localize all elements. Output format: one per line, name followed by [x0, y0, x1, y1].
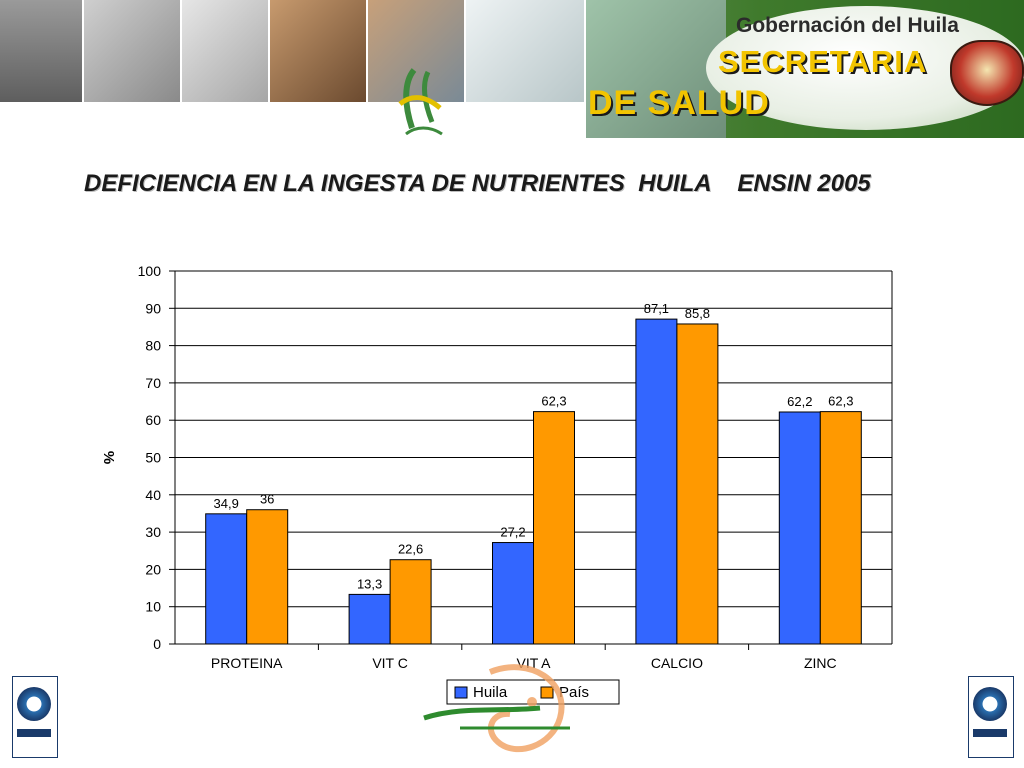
y-tick-label: 40 — [145, 487, 161, 503]
bar-huila — [492, 542, 534, 645]
data-label: 62,2 — [787, 394, 812, 409]
bar-país — [819, 411, 862, 645]
data-label: 34,9 — [214, 496, 239, 511]
data-label: 13,3 — [357, 576, 382, 591]
bar-país — [676, 323, 719, 645]
slide-title: DEFICIENCIA EN LA INGESTA DE NUTRIENTES … — [84, 170, 871, 197]
icontec-badge-right — [968, 676, 1014, 758]
gobernacion-logo: Gobernación del Huila SECRETARIA DE SALU… — [586, 0, 1024, 138]
huila-crest-icon — [950, 40, 1024, 106]
bar-chart: 0 10 20 30 40 50 60 70 80 90 100% 34,9 36 PROTEINA 13,… — [100, 263, 893, 705]
data-label: 36 — [260, 492, 274, 507]
bar-país — [389, 559, 432, 645]
gov-photo — [586, 0, 726, 138]
x-tick-label: VIT C — [372, 655, 408, 671]
y-tick-label: 100 — [138, 263, 162, 279]
bar-país — [533, 411, 575, 645]
certification-bar — [973, 729, 1007, 737]
x-tick-label: CALCIO — [651, 655, 703, 671]
naturaleza-productiva-logo-icon — [423, 664, 570, 753]
legend-label: Huila — [473, 684, 508, 701]
y-axis-label: % — [100, 451, 117, 464]
certification-seal-icon — [17, 687, 51, 721]
y-tick-label: 50 — [145, 450, 161, 466]
data-label: 62,3 — [828, 394, 853, 409]
y-tick-label: 70 — [145, 375, 161, 391]
bar-país — [246, 509, 289, 645]
data-label: 27,2 — [500, 525, 525, 540]
y-tick-label: 60 — [145, 412, 161, 428]
banner-photo-nurse — [466, 0, 584, 102]
bar-huila — [778, 411, 821, 645]
data-label: 85,8 — [685, 306, 710, 321]
hs-logo-icon — [398, 68, 443, 136]
x-tick-label: PROTEINA — [211, 655, 283, 671]
banner-photo-couple — [0, 0, 82, 102]
banner-photo-pregnant — [84, 0, 180, 102]
header-banner: Gobernación del Huila SECRETARIA DE SALU… — [0, 0, 1024, 140]
y-tick-label: 80 — [145, 338, 161, 354]
bar-huila — [205, 513, 248, 645]
bar-huila — [348, 593, 391, 645]
y-tick-label: 20 — [145, 561, 161, 577]
legend-label: País — [559, 684, 589, 701]
banner-photo-breastfeeding — [182, 0, 268, 102]
certification-bar — [17, 729, 51, 737]
icontec-badge-left — [12, 676, 58, 758]
legend-swatch — [454, 686, 468, 699]
certification-seal-icon — [973, 687, 1007, 721]
x-tick-label: ZINC — [804, 655, 837, 671]
y-tick-label: 90 — [145, 300, 161, 316]
bar-huila — [635, 318, 678, 645]
gov-secretaria: SECRETARIA — [718, 44, 928, 79]
data-label: 87,1 — [644, 301, 669, 316]
gov-title: Gobernación del Huila — [736, 14, 959, 37]
data-label: 22,6 — [398, 542, 423, 557]
y-tick-label: 30 — [145, 524, 161, 540]
y-tick-label: 0 — [153, 636, 161, 652]
legend-swatch — [540, 686, 554, 699]
banner-photo-baby — [368, 0, 464, 102]
gov-salud: DE SALUD — [588, 84, 770, 122]
data-label: 62,3 — [541, 394, 566, 409]
banner-photo-mother-baby — [270, 0, 366, 102]
y-tick-label: 10 — [145, 599, 161, 615]
